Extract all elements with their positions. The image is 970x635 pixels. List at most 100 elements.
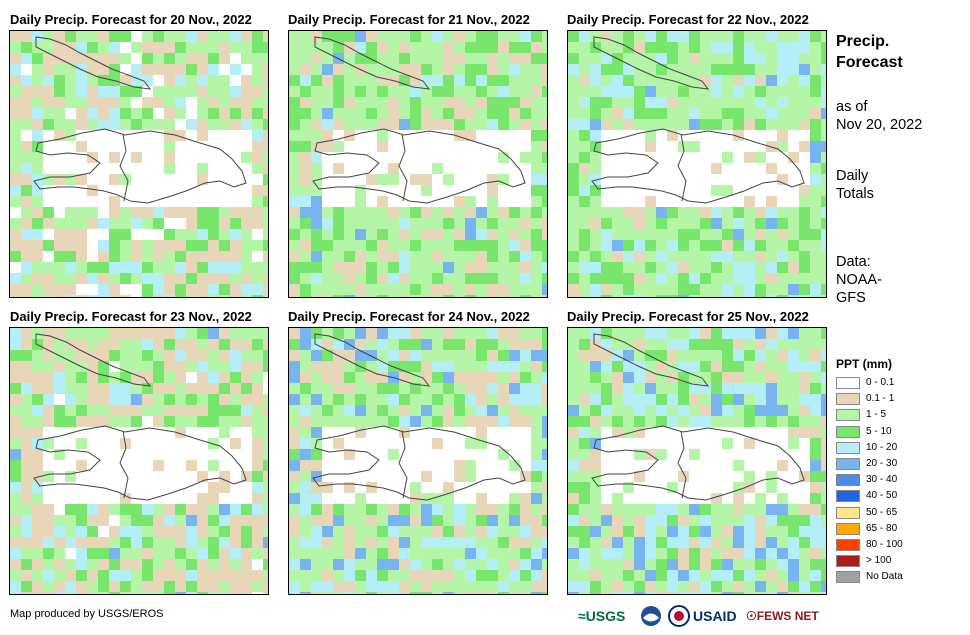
precip-cell — [487, 119, 498, 130]
precip-cell — [777, 383, 788, 394]
precip-cell — [333, 130, 344, 141]
precip-cell — [443, 449, 454, 460]
precip-cell — [252, 460, 263, 471]
precip-cell — [810, 548, 821, 559]
precip-cell — [197, 152, 208, 163]
precip-cell — [43, 438, 54, 449]
precip-cell — [21, 416, 32, 427]
precip-cell — [87, 482, 98, 493]
precip-cell — [788, 449, 799, 460]
precip-cell — [219, 251, 230, 262]
precip-cell — [377, 75, 388, 86]
precip-cell — [21, 361, 32, 372]
precip-cell — [43, 449, 54, 460]
precip-cell — [777, 53, 788, 64]
precip-cell — [21, 284, 32, 295]
precip-cell — [43, 196, 54, 207]
precip-cell — [678, 416, 689, 427]
precip-cell — [454, 196, 465, 207]
precip-cell — [333, 108, 344, 119]
precip-cell — [263, 350, 268, 361]
precip-cell — [476, 273, 487, 284]
precip-cell — [142, 229, 153, 240]
precip-cell — [487, 504, 498, 515]
data-line3: GFS — [836, 290, 866, 306]
precip-cell — [76, 394, 87, 405]
precip-cell — [186, 196, 197, 207]
precip-cell — [498, 548, 509, 559]
precip-cell — [311, 251, 322, 262]
precip-cell — [32, 86, 43, 97]
precip-cell — [542, 75, 547, 86]
precip-cell — [443, 185, 454, 196]
precip-cell — [300, 471, 311, 482]
precip-cell — [263, 86, 268, 97]
precip-cell — [531, 548, 542, 559]
precip-cell — [76, 86, 87, 97]
precip-cell — [465, 207, 476, 218]
precip-cell — [322, 141, 333, 152]
precip-cell — [355, 526, 366, 537]
precip-cell — [120, 471, 131, 482]
precip-cell — [645, 427, 656, 438]
precip-cell — [476, 240, 487, 251]
precip-cell — [700, 515, 711, 526]
precip-cell — [432, 251, 443, 262]
precip-cell — [344, 262, 355, 273]
precip-cell — [76, 427, 87, 438]
precip-cell — [821, 581, 826, 592]
precip-cell — [678, 185, 689, 196]
precip-cell — [645, 119, 656, 130]
precip-cell — [175, 339, 186, 350]
precip-cell — [98, 350, 109, 361]
precip-cell — [10, 449, 21, 460]
precip-cell — [65, 207, 76, 218]
precip-cell — [744, 218, 755, 229]
precip-cell — [755, 273, 766, 284]
precip-cell — [142, 350, 153, 361]
precip-cell — [711, 196, 722, 207]
precip-cell — [810, 42, 821, 53]
precip-cell — [32, 471, 43, 482]
precip-cell — [498, 405, 509, 416]
legend-swatch — [836, 409, 860, 422]
precip-cell — [263, 185, 268, 196]
precip-cell — [333, 174, 344, 185]
precip-cell — [252, 372, 263, 383]
precip-cell — [678, 581, 689, 592]
precip-cell — [197, 449, 208, 460]
precip-cell — [487, 196, 498, 207]
precip-cell — [432, 559, 443, 570]
precip-cell — [142, 218, 153, 229]
precip-cell — [388, 449, 399, 460]
precip-cell — [667, 449, 678, 460]
precip-cell — [421, 262, 432, 273]
precip-cell — [678, 75, 689, 86]
precip-cell — [43, 108, 54, 119]
precip-cell — [542, 361, 547, 372]
precip-cell — [32, 427, 43, 438]
precip-cell — [10, 163, 21, 174]
panel-title-5: Daily Precip. Forecast for 24 Nov., 2022 — [288, 309, 530, 324]
precip-cell — [579, 515, 590, 526]
precip-cell — [634, 405, 645, 416]
precip-cell — [634, 515, 645, 526]
precip-cell — [98, 339, 109, 350]
precip-cell — [733, 482, 744, 493]
precip-cell — [590, 163, 601, 174]
precip-cell — [755, 581, 766, 592]
precip-cell — [432, 196, 443, 207]
precip-cell — [689, 119, 700, 130]
precip-cell — [476, 119, 487, 130]
precip-cell — [300, 185, 311, 196]
precip-cell — [531, 328, 542, 339]
precip-cell — [131, 42, 142, 53]
precip-cell — [700, 130, 711, 141]
precip-cell — [142, 416, 153, 427]
precip-cell — [443, 427, 454, 438]
precip-cell — [498, 97, 509, 108]
precip-cell — [454, 460, 465, 471]
precip-cell — [98, 504, 109, 515]
precip-cell — [476, 493, 487, 504]
precip-cell — [788, 394, 799, 405]
